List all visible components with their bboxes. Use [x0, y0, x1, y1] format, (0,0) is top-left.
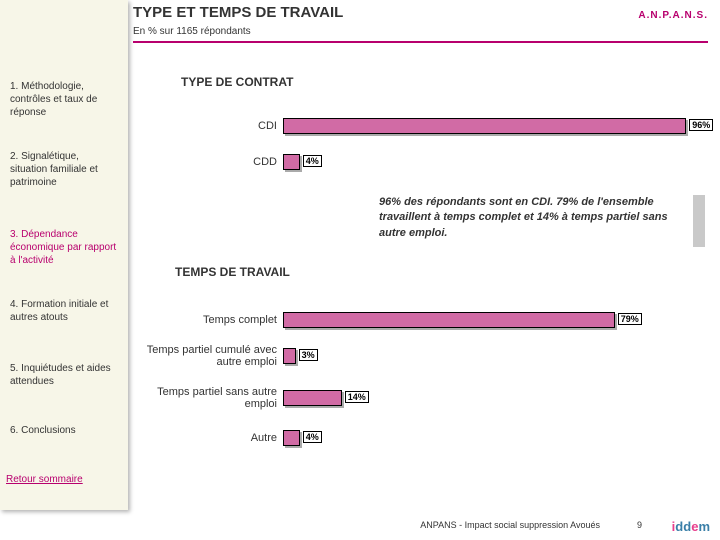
sidebar-item[interactable]: 3. Dépendance économique par rapport à l… — [4, 224, 124, 271]
main-content: TYPE DE CONTRATTEMPS DE TRAVAILCDI96%CDD… — [133, 55, 720, 500]
chart-row: Temps partiel cumulé avec autre emploi3% — [283, 345, 703, 367]
sidebar-item[interactable]: 2. Signalétique, situation familiale et … — [4, 146, 124, 193]
value-label: 79% — [618, 313, 642, 325]
bar — [283, 118, 686, 134]
footer-source: ANPANS - Impact social suppression Avoué… — [420, 520, 600, 530]
footer-page: 9 — [637, 520, 642, 530]
bar — [283, 154, 300, 170]
bar — [283, 312, 615, 328]
sidebar-item[interactable]: 4. Formation initiale et autres atouts — [4, 294, 124, 328]
header: TYPE ET TEMPS DE TRAVAIL En % sur 1165 r… — [133, 0, 720, 50]
chart-row: CDI96% — [283, 115, 703, 137]
sidebar-item[interactable]: 6. Conclusions — [4, 420, 124, 441]
row-label: CDD — [137, 156, 277, 168]
value-label: 4% — [303, 431, 322, 443]
sidebar: 1. Méthodologie, contrôles et taux de ré… — [0, 0, 128, 510]
bar — [283, 348, 296, 364]
page-title: TYPE ET TEMPS DE TRAVAIL — [133, 4, 343, 21]
row-label: Temps partiel sans autre emploi — [137, 386, 277, 410]
section-label: TEMPS DE TRAVAIL — [175, 265, 290, 279]
value-label: 3% — [299, 349, 318, 361]
sidebar-item[interactable]: 5. Inquiétudes et aides attendues — [4, 358, 124, 392]
page-subtitle: En % sur 1165 répondants — [133, 26, 251, 37]
row-label: Autre — [137, 432, 277, 444]
chart-row: Temps partiel sans autre emploi14% — [283, 387, 703, 409]
header-underline — [133, 41, 708, 43]
value-label: 14% — [345, 391, 369, 403]
bar — [283, 430, 300, 446]
section-label: TYPE DE CONTRAT — [181, 75, 293, 89]
value-label: 4% — [303, 155, 322, 167]
row-label: Temps complet — [137, 314, 277, 326]
footer-logo: iddem — [672, 519, 710, 534]
footer: ANPANS - Impact social suppression Avoué… — [0, 508, 720, 536]
value-label: 96% — [689, 119, 713, 131]
bar — [283, 390, 342, 406]
chart-row: CDD4% — [283, 151, 703, 173]
brand-label: A.N.P.A.N.S. — [638, 10, 708, 21]
row-label: CDI — [137, 120, 277, 132]
summary-text: 96% des répondants sont en CDI. 79% de l… — [379, 195, 699, 241]
row-label: Temps partiel cumulé avec autre emploi — [137, 344, 277, 368]
sidebar-return-link[interactable]: Retour sommaire — [0, 470, 89, 489]
chart-row: Autre4% — [283, 427, 703, 449]
chart-row: Temps complet79% — [283, 309, 703, 331]
sidebar-item[interactable]: 1. Méthodologie, contrôles et taux de ré… — [4, 76, 124, 123]
